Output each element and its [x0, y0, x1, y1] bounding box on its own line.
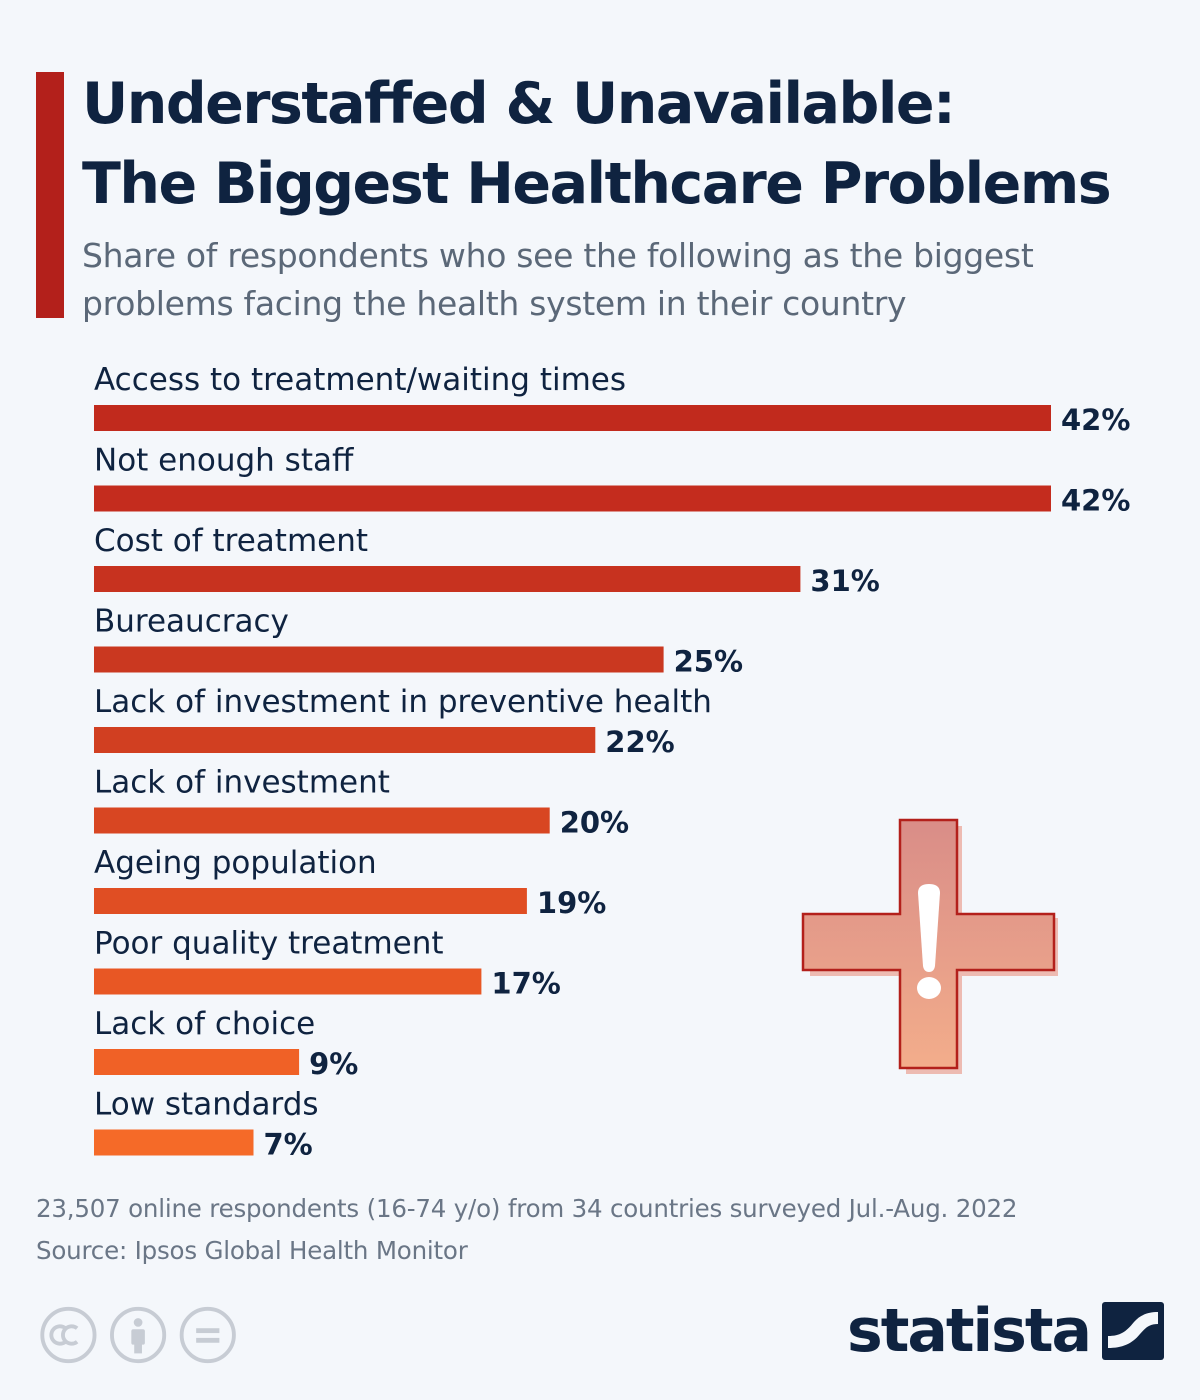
title-line-2: The Biggest Healthcare Problems — [82, 151, 1112, 217]
value-label: 22% — [605, 725, 674, 759]
brand-name: statista — [846, 1296, 1092, 1366]
value-label: 42% — [1061, 484, 1130, 518]
category-label: Not enough staff — [94, 443, 354, 479]
bar — [94, 1049, 300, 1075]
category-label: Cost of treatment — [94, 523, 368, 559]
category-label: Lack of investment in preventive health — [94, 684, 712, 720]
category-label: Lack of investment — [94, 765, 390, 801]
value-label: 42% — [1061, 403, 1130, 437]
title-line-1: Understaffed & Unavailable: — [82, 71, 956, 137]
bar — [94, 1129, 254, 1156]
statista-logo-icon — [1102, 1302, 1164, 1360]
value-label: 20% — [560, 806, 629, 840]
chart-subtitle: Share of respondents who see the followi… — [82, 236, 1034, 323]
attribution-icon[interactable] — [110, 1306, 167, 1364]
category-label: Ageing population — [94, 845, 377, 881]
value-label: 19% — [537, 886, 606, 920]
source-note: Source: Ipsos Global Health Monitor — [36, 1236, 468, 1265]
creative-commons-icon[interactable] — [40, 1306, 97, 1364]
category-label: Lack of choice — [94, 1006, 315, 1042]
bar — [94, 566, 801, 592]
value-label: 17% — [491, 967, 560, 1001]
value-label: 31% — [810, 564, 879, 598]
bar — [94, 646, 664, 673]
bar — [94, 888, 527, 914]
category-label: Access to treatment/waiting times — [94, 362, 626, 398]
bar — [94, 405, 1051, 431]
value-label: 9% — [309, 1047, 358, 1081]
no-derivatives-icon[interactable] — [179, 1306, 236, 1364]
bar — [94, 485, 1051, 512]
page-title: Understaffed & Unavailable: The Biggest … — [82, 64, 1182, 224]
category-label: Bureaucracy — [94, 604, 289, 640]
value-label: 7% — [264, 1128, 313, 1162]
statista-logo[interactable]: statista — [847, 1296, 1164, 1366]
medical-cross-exclamation-icon — [801, 818, 1058, 1074]
category-label: Low standards — [94, 1087, 319, 1123]
category-label: Poor quality treatment — [94, 926, 444, 962]
bar — [94, 807, 550, 834]
bar-chart: Access to treatment/waiting times 42% Not … — [94, 362, 1130, 1162]
license-icons — [40, 1306, 236, 1364]
bar — [94, 727, 596, 753]
survey-note: 23,507 online respondents (16-74 y/o) fr… — [36, 1194, 1018, 1223]
chart-footnote: 23,507 online respondents (16-74 y/o) fr… — [36, 1188, 1176, 1272]
value-label: 25% — [674, 645, 743, 679]
title-accent-bar — [36, 72, 64, 318]
bar — [94, 968, 482, 995]
